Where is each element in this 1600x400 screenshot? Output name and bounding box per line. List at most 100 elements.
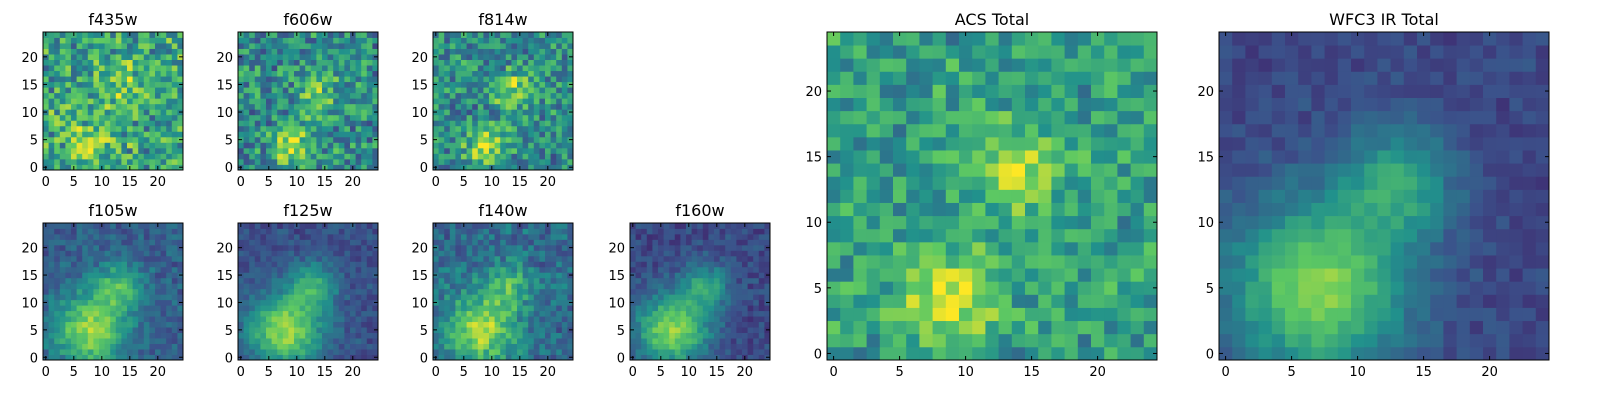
heatmap-cell <box>702 299 709 306</box>
heatmap-cell <box>556 142 563 149</box>
heatmap-cell <box>533 81 540 88</box>
heatmap-cell <box>652 316 659 323</box>
heatmap-cell <box>243 164 250 171</box>
heatmap-cell <box>177 48 184 55</box>
heatmap-cell <box>160 92 167 99</box>
heatmap-cell <box>708 261 715 268</box>
heatmap-cell <box>539 32 546 38</box>
heatmap-cell <box>316 250 323 257</box>
heatmap-cell <box>155 103 161 110</box>
heatmap-cell <box>71 239 77 246</box>
heatmap-cell <box>177 153 184 160</box>
heatmap-cell <box>494 70 501 77</box>
heatmap-cell <box>316 294 323 301</box>
heatmap-cell <box>271 37 278 44</box>
heatmap-cell <box>299 233 306 240</box>
heatmap-cell <box>322 239 328 246</box>
heatmap-cell <box>266 310 272 317</box>
heatmap-cell <box>59 288 66 295</box>
heatmap-cell <box>449 283 456 290</box>
heatmap-cell <box>355 310 362 317</box>
heatmap-cell <box>160 261 167 268</box>
heatmap-cell <box>561 250 568 257</box>
heatmap-cell <box>539 81 546 88</box>
heatmap-cell <box>438 305 445 312</box>
heatmap-cell <box>48 65 55 72</box>
heatmap-cell <box>505 261 512 268</box>
heatmap-cell <box>149 299 156 306</box>
heatmap-cell <box>350 98 356 105</box>
heatmap-cell <box>1025 189 1039 203</box>
heatmap-cell <box>1011 215 1026 230</box>
heatmap-cell <box>686 321 692 328</box>
heatmap-cell <box>160 283 167 290</box>
heatmap-cell <box>361 43 368 49</box>
heatmap-cell <box>561 87 568 94</box>
heatmap-cell <box>528 37 535 44</box>
heatmap-cell <box>355 239 362 246</box>
heatmap-cell <box>249 277 256 284</box>
heatmap-cell <box>282 277 289 284</box>
heatmap-cell <box>919 202 933 217</box>
heatmap-cell <box>725 277 732 284</box>
heatmap-cell <box>310 164 317 171</box>
heatmap-cell <box>344 316 351 323</box>
heatmap-cell <box>149 120 156 127</box>
heatmap-cell <box>483 142 490 149</box>
heatmap-cell <box>556 305 563 312</box>
heatmap-cell <box>54 272 61 279</box>
heatmap-cell <box>669 261 676 268</box>
heatmap-cell <box>294 142 300 149</box>
heatmap-cell <box>697 261 704 268</box>
heatmap-cell <box>71 327 77 333</box>
heatmap-cell <box>556 131 563 138</box>
heatmap-cell <box>93 283 100 290</box>
heatmap-cell <box>143 158 150 165</box>
heatmap-cell <box>500 153 507 160</box>
heatmap-cell <box>138 332 145 339</box>
heatmap-cell <box>115 92 122 99</box>
heatmap-cell <box>561 277 568 284</box>
heatmap-cell <box>747 272 754 279</box>
heatmap-cell <box>238 43 244 49</box>
heatmap-cell <box>271 294 278 301</box>
heatmap-cell <box>171 48 178 55</box>
heatmap-cell <box>1011 346 1026 361</box>
heatmap-cell <box>344 338 351 344</box>
heatmap-cell <box>350 158 356 165</box>
heatmap-cell <box>449 103 456 110</box>
heatmap-cell <box>545 125 551 132</box>
heatmap-cell <box>155 272 161 279</box>
heatmap-cell <box>266 266 272 273</box>
heatmap-cell <box>43 43 49 49</box>
heatmap-cell <box>461 233 467 240</box>
heatmap-cell <box>149 283 156 290</box>
heatmap-cell <box>489 343 495 350</box>
heatmap-cell <box>271 59 278 66</box>
heatmap-cell <box>1025 215 1039 230</box>
heatmap-cell <box>1117 281 1131 295</box>
heatmap-cell <box>556 261 563 268</box>
heatmap-cell <box>1143 346 1158 361</box>
heatmap-cell <box>522 43 529 49</box>
heatmap-cell <box>635 277 642 284</box>
heatmap-cell <box>455 228 462 235</box>
heatmap-cell <box>59 327 66 333</box>
heatmap-cell <box>327 147 334 154</box>
heatmap-cell <box>82 164 89 171</box>
heatmap-cell <box>305 266 312 273</box>
heatmap-cell <box>282 153 289 160</box>
heatmap-cell <box>998 268 1013 282</box>
heatmap-cell <box>48 239 55 246</box>
heatmap-cell <box>742 277 748 284</box>
heatmap-cell <box>747 343 754 350</box>
heatmap-cell <box>294 250 300 257</box>
heatmap-cell <box>461 92 467 99</box>
heatmap-cell <box>338 158 345 165</box>
heatmap-cell <box>344 332 351 339</box>
heatmap-cell <box>294 255 300 262</box>
heatmap-cell <box>171 32 178 38</box>
heatmap-cell <box>522 131 529 138</box>
heatmap-cell <box>764 332 771 339</box>
heatmap-cell <box>461 37 467 44</box>
